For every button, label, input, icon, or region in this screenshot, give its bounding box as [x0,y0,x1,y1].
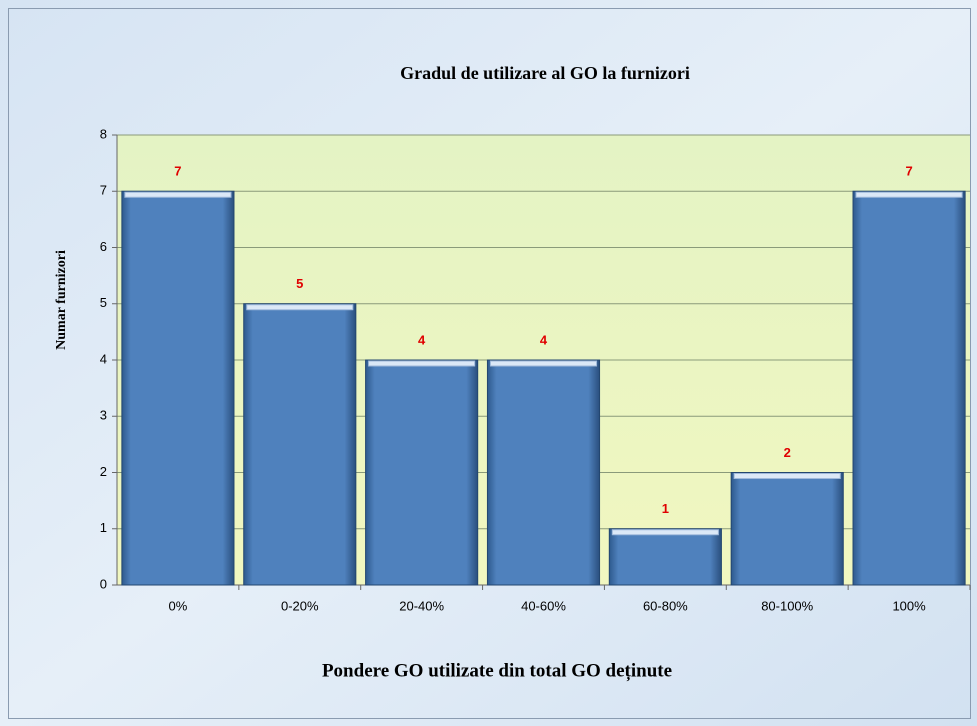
x-axis-title: Pondere GO utilizate din total GO deținu… [322,660,672,681]
y-tick-label: 2 [100,464,107,479]
bar-highlight [733,473,841,479]
y-tick-label: 4 [100,351,107,366]
bar-highlight [489,360,598,367]
bar [486,359,601,586]
value-label: 7 [174,164,181,179]
bar [852,190,966,586]
y-tick-label: 0 [100,576,107,591]
bar [243,303,357,586]
bar [365,359,479,586]
value-label: 5 [296,276,303,291]
value-label: 4 [540,332,548,347]
chart-title: Gradul de utilizare al GO la furnizori [400,63,690,83]
chart-border [8,8,971,719]
bar-highlight [124,191,232,198]
x-tick-label: 60-80% [643,598,688,613]
x-tick-label: 80-100% [761,598,813,613]
bar [608,528,722,586]
x-tick-label: 100% [892,598,926,613]
bar-highlight [368,360,476,367]
y-tick-label: 5 [100,295,107,310]
bar-highlight [246,304,354,311]
y-tick-label: 3 [100,408,107,423]
value-label: 4 [418,332,426,347]
y-axis-title: Numar furnizori [54,250,69,350]
y-tick-label: 6 [100,239,107,254]
y-tick-label: 7 [100,183,107,198]
y-tick-label: 1 [100,520,107,535]
bar [730,472,844,586]
bar-highlight [855,191,963,198]
x-tick-label: 0-20% [281,598,319,613]
value-label: 1 [662,501,669,516]
x-tick-label: 20-40% [399,598,444,613]
value-label: 2 [784,445,791,460]
value-label: 7 [905,164,912,179]
bar-highlight [611,529,719,536]
y-tick-label: 8 [100,126,107,141]
x-tick-label: 0% [169,598,188,613]
bar [121,190,235,586]
x-tick-label: 40-60% [521,598,566,613]
